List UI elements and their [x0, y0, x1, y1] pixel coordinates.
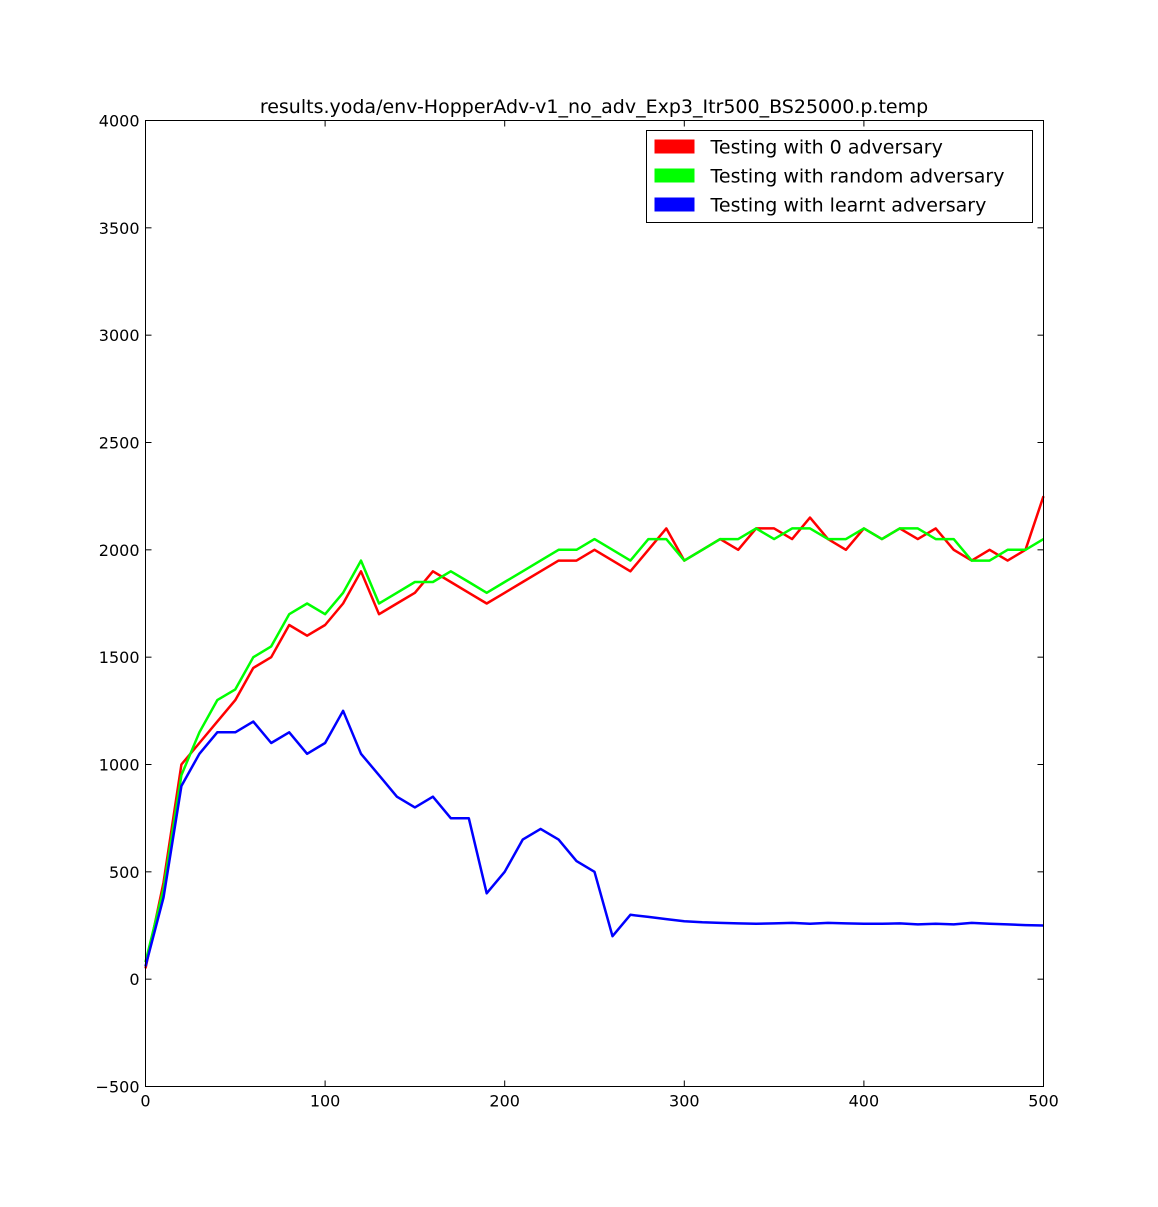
y-tick-label: 2500 [99, 434, 140, 453]
y-tick-label: 1500 [99, 648, 140, 667]
x-tick-label: 100 [310, 1092, 341, 1111]
x-tick-label: 300 [669, 1092, 700, 1111]
y-tick-label: 3500 [99, 219, 140, 238]
x-tick-label: 200 [489, 1092, 520, 1111]
y-tick-label: 1000 [99, 756, 140, 775]
plot-lines [144, 495, 1045, 969]
legend-swatch [654, 139, 695, 154]
x-tick-label: 0 [140, 1092, 150, 1111]
legend-label: Testing with random adversary [710, 166, 1005, 188]
legend: Testing with 0 adversary Testing with ran… [646, 130, 1033, 223]
y-tick-label: 2000 [99, 541, 140, 560]
x-tick-label: 500 [1028, 1092, 1059, 1111]
legend-swatch [654, 197, 695, 212]
y-tick-label: 3000 [99, 326, 140, 345]
legend-box [646, 130, 1033, 223]
x-tick-label: 400 [849, 1092, 880, 1111]
y-tick-label: −500 [96, 1078, 140, 1097]
y-tick-label: 500 [109, 863, 140, 882]
series-line-2 [144, 527, 1045, 963]
y-tick-label: 4000 [99, 112, 140, 131]
series-line-3 [144, 709, 1044, 967]
chart-title: results.yoda/env-HopperAdv-v1_no_adv_Exp… [260, 96, 928, 118]
axis-ticks: 0 100 200 300 400 500−50005001000150020002500… [96, 112, 1059, 1111]
legend-label: Testing with 0 adversary [710, 137, 943, 159]
legend-label: Testing with learnt adversary [710, 195, 987, 217]
plot-frame [145, 120, 1044, 1087]
series-line-1 [144, 495, 1045, 969]
y-tick-label: 0 [129, 970, 139, 989]
legend-swatch [654, 168, 695, 183]
